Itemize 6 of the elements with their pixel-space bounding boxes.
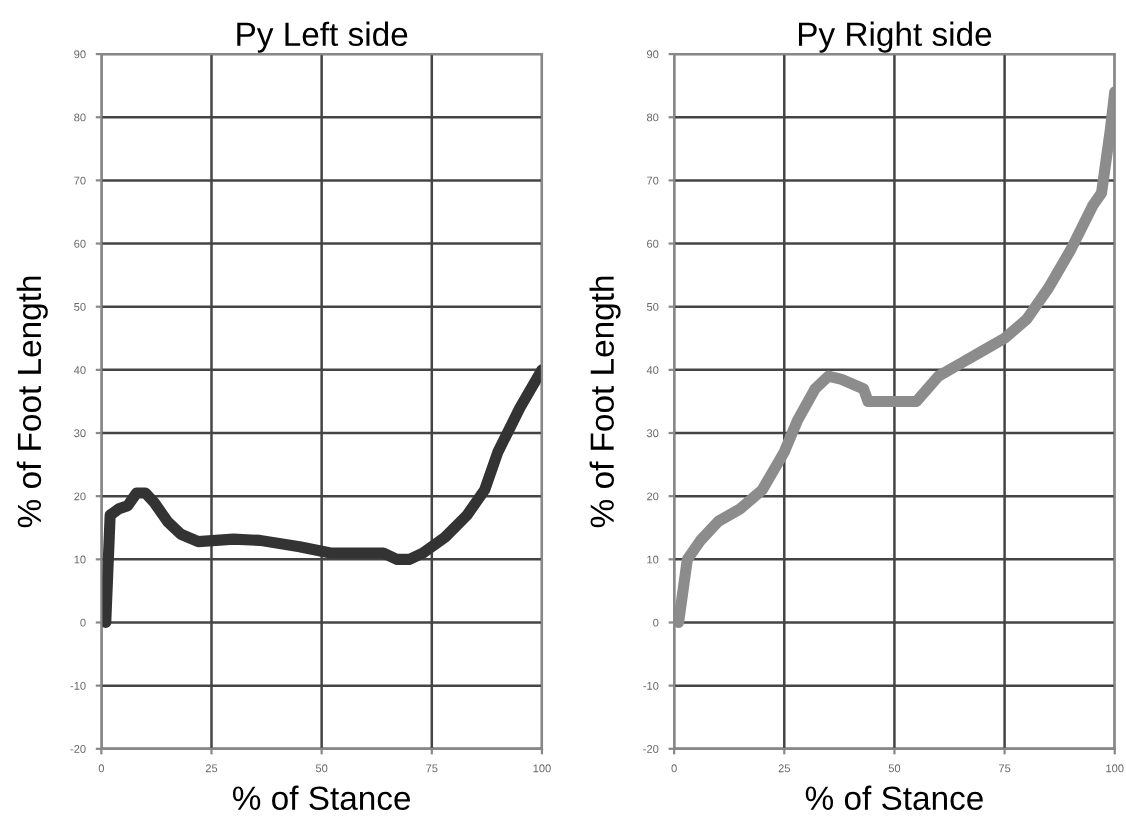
chart-title: Py Left side xyxy=(237,21,408,53)
x-axis-title: % of Stance xyxy=(232,785,411,811)
x-axis-title: % of Stance xyxy=(805,785,983,811)
y-axis-title: % of Foot Length xyxy=(16,276,48,528)
y-axis-title: % of Foot Length xyxy=(589,276,621,528)
chart-title: Py Right side xyxy=(798,21,992,53)
